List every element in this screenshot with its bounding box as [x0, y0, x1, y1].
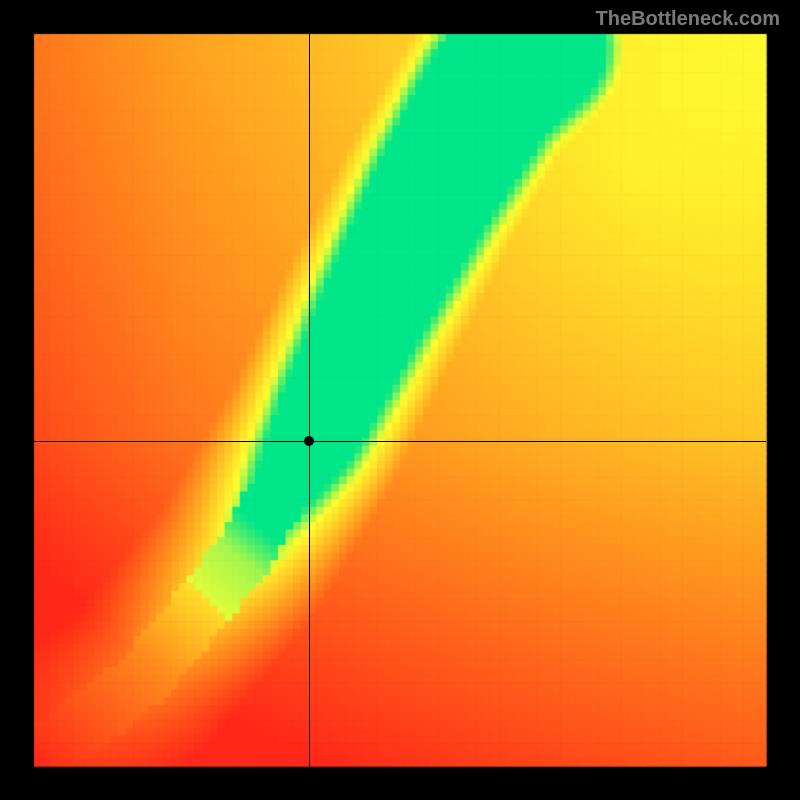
chart-container: TheBottleneck.com: [0, 0, 800, 800]
attribution-text: TheBottleneck.com: [596, 8, 780, 31]
crosshair-vertical: [309, 34, 310, 766]
heatmap-canvas: [0, 0, 800, 800]
marker-dot: [304, 436, 314, 446]
crosshair-horizontal: [34, 441, 766, 442]
